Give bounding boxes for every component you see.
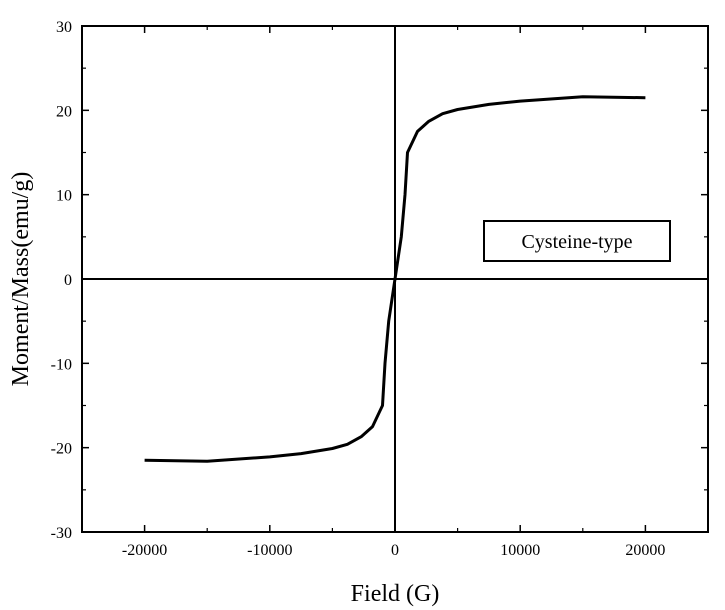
- legend: Cysteine-type: [483, 220, 671, 262]
- x-tick-label: -20000: [122, 542, 167, 559]
- x-tick-label: -10000: [247, 542, 292, 559]
- y-tick-label: 20: [56, 103, 72, 120]
- legend-entry-cysteine-type: Cysteine-type: [521, 231, 632, 253]
- y-tick-label: -10: [51, 356, 72, 373]
- legend-box: [483, 220, 671, 262]
- series-layer: [144, 95, 646, 463]
- y-tick-label: -30: [51, 525, 72, 542]
- y-axis-title: Moment/Mass(emu/g): [8, 172, 34, 387]
- series-line-cysteine-type: [144, 95, 646, 463]
- y-tick-label: -20: [51, 441, 72, 458]
- x-tick-label: 0: [391, 542, 399, 559]
- y-tick-label: 30: [56, 19, 72, 36]
- x-axis-title: Field (G): [351, 581, 440, 607]
- y-tick-label: 0: [64, 272, 72, 289]
- plot-frame: [81, 25, 709, 533]
- tick-labels: -20000 -10000 0 10000 20000 -30 -20 -10 0 10 20 30: [51, 19, 666, 559]
- y-tick-label: 10: [56, 188, 72, 205]
- x-tick-label: 20000: [625, 542, 665, 559]
- x-tick-label: 10000: [500, 542, 540, 559]
